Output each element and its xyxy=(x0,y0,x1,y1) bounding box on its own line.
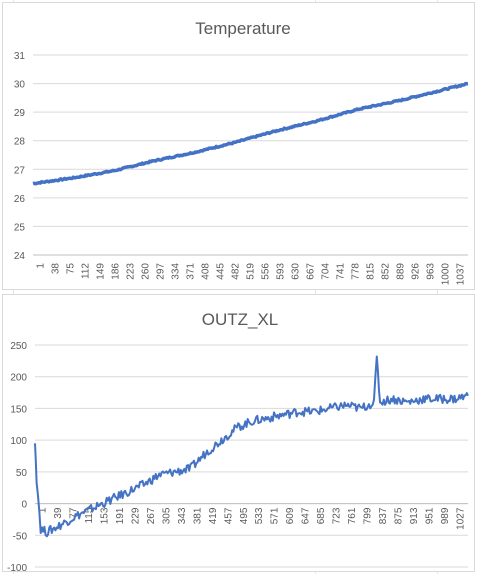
x-tick-label: 647 xyxy=(301,507,312,524)
x-tick-label: 1000 xyxy=(441,263,452,286)
x-tick-label: 556 xyxy=(261,263,272,280)
x-tick-label: 75 xyxy=(66,263,77,275)
y-tick-label: 26 xyxy=(14,194,26,205)
x-tick-label: 191 xyxy=(115,507,126,524)
series-line xyxy=(34,355,469,538)
x-axis-tick-labels: 1 38 75 112 149 186 223 260 297 334 371 408 445 482 51… xyxy=(36,263,467,286)
x-tick-label: 723 xyxy=(332,507,343,524)
x-tick-label: 77 xyxy=(69,507,80,519)
x-tick-label: 609 xyxy=(285,507,296,524)
x-tick-label: 419 xyxy=(208,507,219,524)
y-tick-label: 29 xyxy=(14,108,26,119)
y-axis-tick-labels: -100 -50 0 50 100 150 200 250 xyxy=(7,341,28,574)
y-tick-label: 30 xyxy=(14,80,26,91)
x-tick-label: 343 xyxy=(177,507,188,524)
x-tick-label: 799 xyxy=(362,507,373,524)
x-tick-label: 667 xyxy=(306,263,317,280)
x-tick-label: 571 xyxy=(270,507,281,524)
y-tick-label: 200 xyxy=(10,373,27,384)
x-tick-label: 381 xyxy=(192,507,203,524)
y-tick-label: 250 xyxy=(10,341,27,352)
x-tick-label: 267 xyxy=(146,507,157,524)
x-tick-label: 1 xyxy=(38,507,49,513)
y-tick-label: 25 xyxy=(14,222,26,233)
x-tick-label: 334 xyxy=(171,263,182,280)
x-tick-label: 593 xyxy=(276,263,287,280)
x-tick-label: 852 xyxy=(381,263,392,280)
y-tick-label: 0 xyxy=(21,500,27,511)
chart-gridlines xyxy=(35,344,468,568)
x-tick-label: 39 xyxy=(53,507,64,519)
outz-xl-chart[interactable]: OUTZ_XL -100 -50 0 50 100 150 200 250 1 39 77 115 1… xyxy=(2,294,475,574)
y-tick-label: 100 xyxy=(10,436,27,447)
x-tick-label: 913 xyxy=(409,507,420,524)
x-tick-label: 153 xyxy=(100,507,111,524)
plot-area xyxy=(32,81,469,186)
temperature-chart-svg: Temperature 24 25 26 27 28 29 30 31 1 38 75 112 149… xyxy=(14,19,469,286)
x-tick-label: 630 xyxy=(291,263,302,280)
x-tick-label: 457 xyxy=(223,507,234,524)
y-tick-label: -50 xyxy=(13,531,28,542)
chart-title: Temperature xyxy=(195,19,290,38)
x-tick-label: 685 xyxy=(316,507,327,524)
x-tick-label: 519 xyxy=(246,263,257,280)
y-tick-label: -100 xyxy=(7,563,27,573)
x-tick-label: 38 xyxy=(51,263,62,275)
x-tick-label: 408 xyxy=(201,263,212,280)
y-tick-label: 28 xyxy=(14,137,26,148)
y-axis-tick-labels: 24 25 26 27 28 29 30 31 xyxy=(14,51,26,262)
temperature-chart[interactable]: Temperature 24 25 26 27 28 29 30 31 1 38 75 112 149… xyxy=(2,2,475,290)
x-tick-label: 815 xyxy=(366,263,377,280)
series-line xyxy=(32,81,469,186)
x-tick-label: 495 xyxy=(239,507,250,524)
y-tick-label: 24 xyxy=(14,251,26,262)
x-tick-label: 889 xyxy=(396,263,407,280)
x-tick-label: 445 xyxy=(216,263,227,280)
x-tick-label: 875 xyxy=(393,507,404,524)
x-tick-label: 1027 xyxy=(455,507,466,530)
x-tick-label: 229 xyxy=(131,507,142,524)
x-tick-label: 778 xyxy=(351,263,362,280)
x-tick-label: 761 xyxy=(347,507,358,524)
x-tick-label: 186 xyxy=(111,263,122,280)
x-tick-label: 260 xyxy=(141,263,152,280)
x-tick-label: 305 xyxy=(161,507,172,524)
x-tick-label: 149 xyxy=(96,263,107,280)
x-tick-label: 371 xyxy=(186,263,197,280)
x-tick-label: 926 xyxy=(411,263,422,280)
x-tick-label: 837 xyxy=(378,507,389,524)
y-tick-label: 31 xyxy=(14,51,26,62)
x-tick-label: 704 xyxy=(321,263,332,280)
x-tick-label: 963 xyxy=(426,263,437,280)
x-tick-label: 741 xyxy=(336,263,347,280)
x-tick-label: 1037 xyxy=(456,263,467,286)
x-tick-label: 989 xyxy=(440,507,451,524)
chart-title: OUTZ_XL xyxy=(202,310,279,329)
x-tick-label: 1 xyxy=(36,263,47,269)
x-tick-label: 951 xyxy=(424,507,435,524)
x-tick-label: 115 xyxy=(84,507,95,523)
x-tick-label: 533 xyxy=(254,507,265,524)
x-axis-tick-labels: 1 39 77 115 153 191 229 267 305 343 381 419 457 495 53… xyxy=(38,507,467,530)
y-tick-label: 150 xyxy=(10,404,27,415)
chart-gridlines xyxy=(33,54,468,256)
x-tick-label: 112 xyxy=(81,263,92,279)
x-tick-label: 482 xyxy=(231,263,242,280)
y-tick-label: 27 xyxy=(14,165,26,176)
plot-area xyxy=(34,355,469,538)
x-tick-label: 297 xyxy=(156,263,167,280)
y-tick-label: 50 xyxy=(16,468,28,479)
x-tick-label: 223 xyxy=(126,263,137,280)
